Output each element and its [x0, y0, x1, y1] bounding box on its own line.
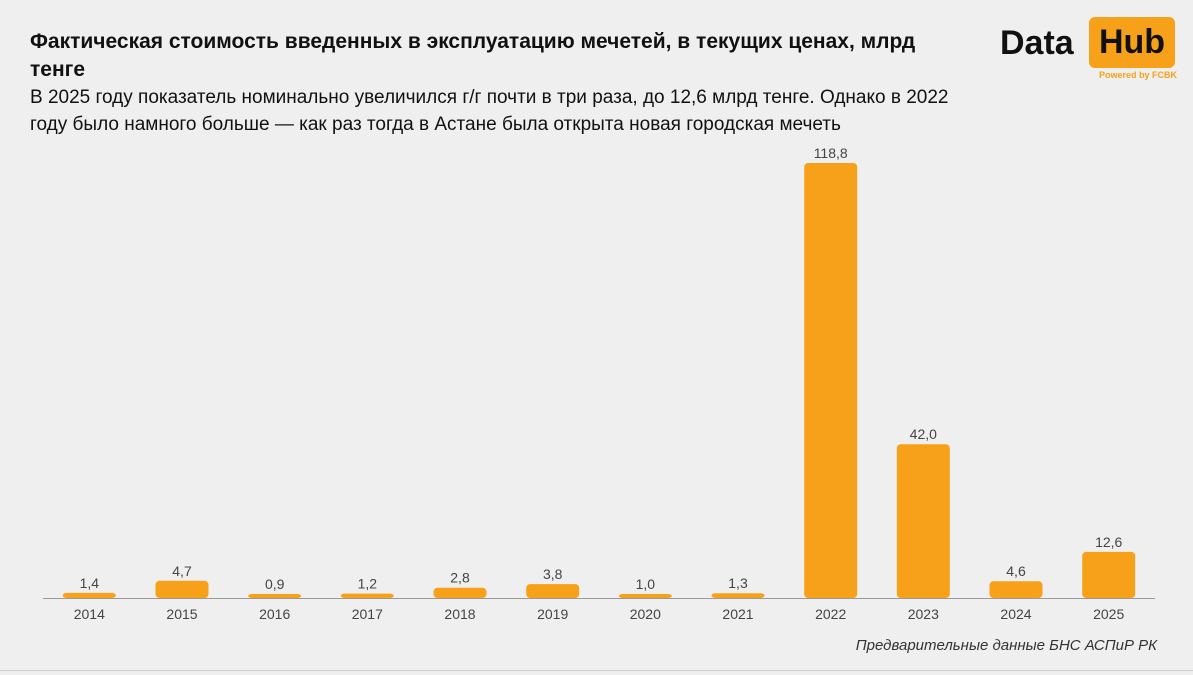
bar-2024	[989, 581, 1043, 598]
x-tick-label-2017: 2017	[352, 606, 383, 622]
bar-2014	[62, 592, 116, 598]
datahub-logo: Data Hub Powered by FCBK	[1000, 17, 1180, 83]
value-label-2019: 3,8	[543, 566, 563, 582]
x-tick-label-2024: 2024	[1000, 606, 1031, 622]
bar-2022	[804, 163, 858, 598]
bar-2023	[896, 444, 950, 598]
value-label-2024: 4,6	[1006, 563, 1026, 579]
value-label-2015: 4,7	[172, 563, 192, 579]
chart-title: Фактическая стоимость введенных в эксплу…	[30, 30, 916, 81]
x-tick-label-2019: 2019	[537, 606, 568, 622]
value-label-2016: 0,9	[265, 576, 285, 592]
bar-2019	[526, 584, 580, 598]
bar-2021	[711, 593, 765, 598]
x-tick-label-2020: 2020	[630, 606, 661, 622]
value-label-2022: 118,8	[814, 145, 848, 161]
value-labels-group: 1,4 4,7 0,9 1,2 2,8 3,8 1,0 1,3 118,8 42,0 4,6 12,6	[80, 145, 1123, 592]
bar-2016	[248, 594, 302, 598]
value-label-2014: 1,4	[80, 575, 100, 591]
value-label-2021: 1,3	[728, 575, 748, 591]
source-note: Предварительные данные БНС АСПиР РК	[855, 637, 1157, 654]
x-tick-label-2016: 2016	[259, 606, 290, 622]
bar-2020	[618, 594, 672, 598]
bar-2018	[433, 587, 487, 598]
logo-powered-text: Powered by FCBK	[1098, 70, 1177, 80]
x-tick-label-2023: 2023	[908, 606, 939, 622]
value-label-2017: 1,2	[358, 576, 378, 592]
chart-subtitle: В 2025 году показатель номинально увелич…	[30, 87, 949, 135]
value-label-2018: 2,8	[450, 570, 470, 586]
logo-hub-badge: Hub	[1089, 17, 1175, 68]
x-tick-label-2022: 2022	[815, 606, 846, 622]
logo-data-text: Data	[1000, 24, 1074, 62]
bottom-divider	[0, 670, 1193, 671]
bar-2017	[340, 593, 394, 598]
bar-2025	[1082, 551, 1136, 598]
tick-labels-group: 2014 2015 2016 2017 2018 2019 2020 2021 2022 2023…	[74, 606, 1125, 622]
x-tick-label-2018: 2018	[444, 606, 475, 622]
x-tick-label-2025: 2025	[1093, 606, 1124, 622]
value-label-2020: 1,0	[636, 576, 656, 592]
value-label-2023: 42,0	[910, 426, 937, 442]
x-tick-label-2021: 2021	[722, 606, 753, 622]
x-tick-label-2014: 2014	[74, 606, 105, 622]
bars-group	[62, 163, 1136, 598]
x-tick-label-2015: 2015	[166, 606, 197, 622]
value-label-2025: 12,6	[1095, 534, 1122, 550]
bar-2015	[155, 580, 209, 598]
